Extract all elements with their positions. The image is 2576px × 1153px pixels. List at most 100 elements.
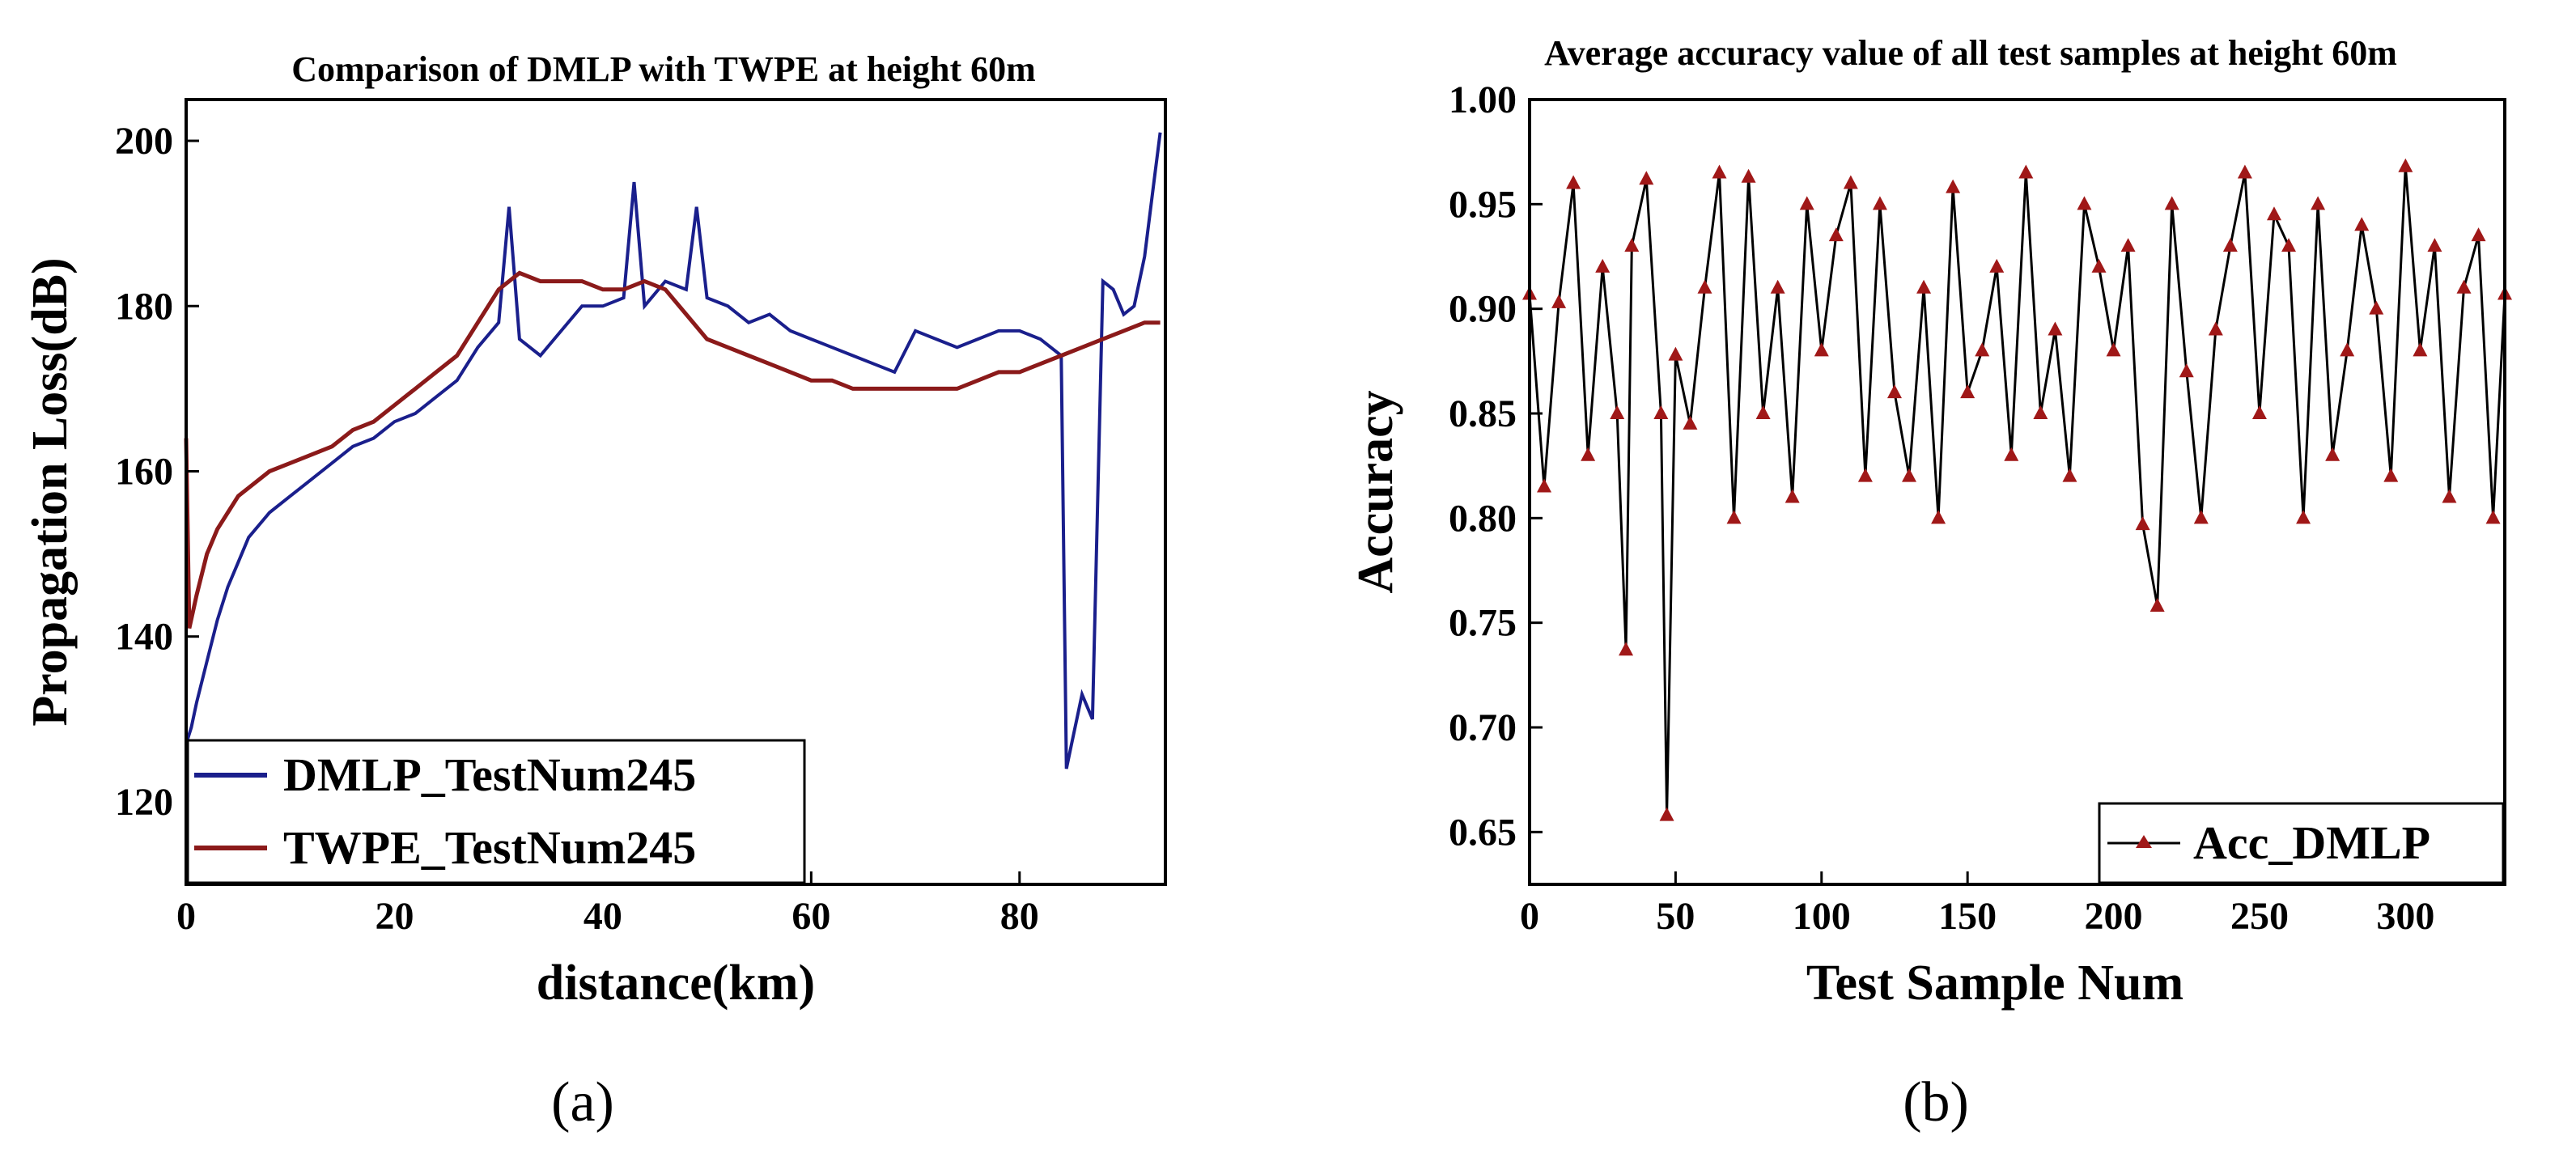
chart-b-marker-30 [1931, 510, 1946, 524]
chart-b-marker-35 [2004, 447, 2019, 461]
chart-b-marker-67 [2471, 227, 2486, 242]
chart-b-marker-55 [2296, 510, 2311, 524]
chart-b-title: Average accuracy value of all test sampl… [1544, 33, 2397, 73]
chart-b-marker-21 [1799, 196, 1814, 210]
chart-b-marker-48 [2193, 510, 2209, 524]
chart-b-y-tick-label-5: 0.90 [1449, 288, 1517, 331]
chart-b-marker-4 [1581, 447, 1596, 461]
chart-b-series [1522, 158, 2512, 821]
chart-b-y-tick-label-2: 0.75 [1449, 602, 1517, 645]
chart-b-marker-8 [1624, 238, 1640, 252]
chart-b-plot-frame [1528, 98, 2506, 886]
chart-b-y-tick-label-3: 0.80 [1449, 497, 1517, 540]
chart-b-y-tick-label-6: 0.95 [1449, 183, 1517, 226]
chart-b-marker-64 [2427, 238, 2442, 252]
chart-b-marker-19 [1770, 279, 1785, 294]
chart-b-legend: Acc_DMLP [2098, 802, 2505, 884]
chart-b-legend-swatch-marker [2136, 835, 2152, 848]
chart-a-legend-label-twpe: TWPE_TestNum245 [283, 821, 696, 874]
chart-b-marker-61 [2383, 468, 2399, 482]
chart-b-marker-17 [1741, 168, 1756, 183]
chart-b-x-tick-label-5: 250 [2230, 895, 2289, 938]
chart-a-y-tick-label-2: 160 [115, 450, 173, 493]
chart-b-marker-52 [2251, 405, 2267, 419]
chart-b-marker-41 [2091, 258, 2107, 273]
chart-a-series-twpe [184, 270, 1161, 629]
chart-b-y-ticks: 0.65 0.70 0.75 0.80 0.85 0.90 0.95 1.00 [1449, 78, 1543, 854]
chart-b-marker-1 [1537, 478, 1552, 493]
chart-a-legend-box [186, 739, 806, 884]
chart-b-marker-32 [1960, 384, 1975, 399]
chart-b-marker-29 [1916, 279, 1932, 294]
chart-b-marker-28 [1902, 468, 1917, 482]
chart-b-marker-46 [2164, 196, 2179, 210]
chart-b-marker-56 [2311, 196, 2326, 210]
chart-b-y-tick-label-7: 1.00 [1449, 78, 1517, 121]
chart-b-marker-58 [2340, 342, 2355, 357]
chart-b-y-tick-label-1: 0.70 [1449, 706, 1517, 749]
chart-a-x-ticks: 0 20 40 60 80 [176, 871, 1039, 938]
chart-a-y-axis-label: Propagation Loss(dB) [23, 257, 78, 726]
chart-b-marker-44 [2135, 516, 2150, 531]
chart-b-marker-27 [1886, 384, 1902, 399]
chart-a-plot-frame [185, 98, 1167, 886]
chart-b-marker-3 [1566, 175, 1581, 189]
chart-b-x-tick-label-6: 300 [2376, 895, 2434, 938]
chart-b-marker-15 [1712, 164, 1727, 179]
chart-b-marker-25 [1857, 468, 1873, 482]
chart-b-marker-60 [2369, 300, 2384, 315]
chart-b-x-tick-label-0: 0 [1520, 895, 1539, 938]
chart-b-marker-63 [2413, 342, 2428, 357]
chart-b-marker-31 [1946, 179, 1961, 193]
chart-a-legend-label-dmlp: DMLP_TestNum245 [283, 748, 696, 801]
chart-b-caption: (b) [1903, 1071, 1969, 1134]
chart-b-marker-38 [2048, 321, 2063, 336]
chart-b-marker-42 [2106, 342, 2121, 357]
chart-a-x-tick-label-1: 20 [375, 895, 414, 938]
chart-b-marker-37 [2033, 405, 2048, 419]
chart-b-marker-57 [2325, 447, 2340, 461]
chart-b-y-axis-label: Accuracy [1348, 390, 1403, 593]
chart-b-marker-34 [1989, 258, 2005, 273]
chart-a-y-tick-label-4: 200 [115, 120, 173, 163]
chart-b-x-tick-label-1: 50 [1656, 895, 1695, 938]
chart-b-marker-13 [1683, 415, 1698, 430]
chart-a-x-tick-label-0: 0 [176, 895, 196, 938]
chart-a-x-tick-label-4: 80 [1000, 895, 1039, 938]
chart-b-marker-33 [1975, 342, 1990, 357]
chart-b-marker-59 [2354, 217, 2370, 231]
chart-b-x-tick-label-4: 200 [2085, 895, 2143, 938]
chart-b-marker-43 [2120, 238, 2136, 252]
chart-b-x-tick-label-2: 100 [1793, 895, 1851, 938]
chart-b-marker-11 [1659, 807, 1674, 821]
chart-b: Average accuracy value of all test sampl… [1348, 33, 2512, 1134]
chart-b-marker-10 [1653, 405, 1669, 419]
chart-b-marker-50 [2222, 238, 2238, 252]
chart-b-legend-label: Acc_DMLP [2193, 816, 2430, 869]
chart-b-y-tick-label-0: 0.65 [1449, 811, 1517, 854]
chart-a-y-tick-label-3: 180 [115, 285, 173, 328]
chart-b-marker-39 [2062, 468, 2077, 482]
chart-a-title: Comparison of DMLP with TWPE at height 6… [291, 49, 1036, 89]
chart-b-marker-5 [1595, 258, 1611, 273]
chart-b-markers [1522, 158, 2512, 821]
chart-b-x-tick-label-3: 150 [1938, 895, 1997, 938]
chart-b-marker-65 [2442, 489, 2457, 503]
chart-b-marker-40 [2077, 196, 2092, 210]
chart-b-marker-23 [1828, 227, 1844, 242]
chart-b-marker-26 [1872, 196, 1887, 210]
chart-b-marker-68 [2485, 510, 2501, 524]
chart-a-caption: (a) [551, 1071, 614, 1134]
chart-b-marker-53 [2266, 206, 2281, 221]
chart-a-y-tick-label-0: 120 [115, 781, 173, 824]
chart-a-x-tick-label-2: 40 [584, 895, 622, 938]
chart-a-series [184, 132, 1162, 769]
chart-b-x-axis-label: Test Sample Num [1806, 956, 2183, 1011]
chart-b-marker-2 [1551, 294, 1567, 308]
chart-a: Comparison of DMLP with TWPE at height 6… [23, 49, 1167, 1134]
chart-b-marker-7 [1619, 642, 1634, 656]
chart-b-y-tick-label-4: 0.85 [1449, 392, 1517, 435]
chart-a-x-axis-label: distance(km) [537, 956, 815, 1011]
chart-b-marker-47 [2179, 363, 2194, 378]
